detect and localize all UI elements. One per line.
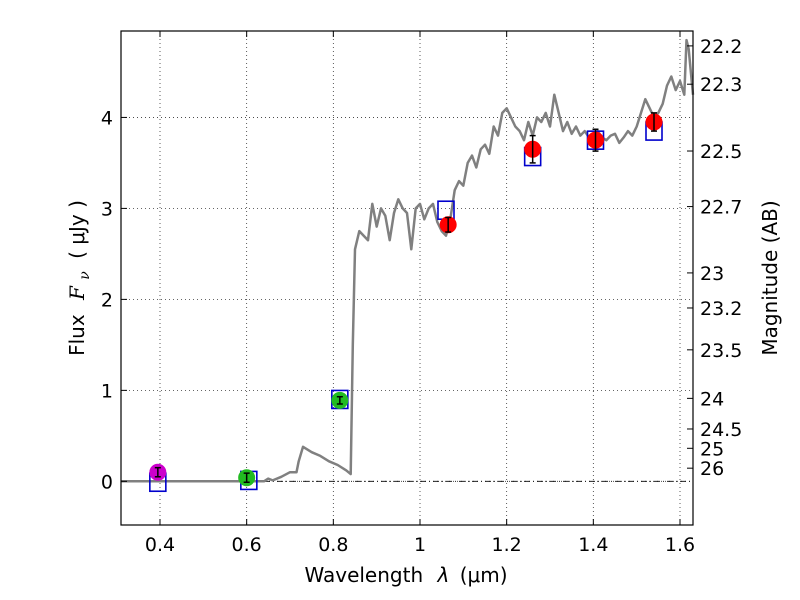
plot-frame (120, 30, 694, 526)
y2-tick-label: 24.5 (700, 419, 742, 441)
model-photometry-layer (149, 121, 663, 493)
x-tick-label: 1.2 (492, 534, 522, 556)
y2-tick-label: 22.3 (700, 74, 742, 96)
y2-tick-label: 23.2 (700, 298, 742, 320)
y-axis-label-text: Flux (65, 314, 89, 356)
y-axis-label-symbol: F (65, 285, 89, 301)
y2-tick-label: 23 (700, 263, 724, 285)
y2-tick-label: 22.7 (700, 197, 742, 219)
observed-photometry-layer (149, 112, 663, 487)
x-tick-label: 0.8 (318, 534, 348, 556)
y2-tick-label: 24 (700, 388, 724, 410)
grid-layer (121, 31, 693, 525)
model-spectrum-line (121, 38, 695, 483)
y-tick-label: 3 (101, 198, 113, 220)
y2-axis-label: Magnitude (AB) (758, 200, 782, 355)
y-tick-label: 0 (101, 471, 113, 493)
x-axis-label-text: Wavelength (304, 563, 423, 587)
y2-tick-label: 23.5 (700, 340, 742, 362)
x-axis-label: Wavelength λ (μm) (304, 563, 507, 587)
y2-tick-label: 25 (700, 438, 724, 460)
x-axis-label-symbol: λ (437, 563, 450, 587)
x-tick-label: 0.4 (145, 534, 175, 556)
x-tick-label: 1.6 (665, 534, 695, 556)
y2-tick-label: 26 (700, 458, 724, 480)
x-tick-label: 0.6 (232, 534, 262, 556)
x-axis-label-unit: (μm) (460, 563, 508, 587)
y2-tick-label: 22.5 (700, 141, 742, 163)
model-spectrum-layer (121, 38, 695, 483)
y2-tick-label: 22.2 (700, 36, 742, 58)
y-axis-label-unit: ( μJy ) (65, 200, 89, 259)
y-axis-label: Flux F ν ( μJy ) (65, 200, 94, 356)
x-tick-label: 1 (414, 534, 426, 556)
y-tick-label: 1 (101, 380, 113, 402)
y-axis-label-subscript: ν (77, 271, 93, 280)
x-tick-label: 1.4 (578, 534, 608, 556)
y-tick-label: 2 (101, 289, 113, 311)
tick-layer: 0.4 0.6 0.8 1 1.2 1.4 1.60123422.222.322.522.7… (101, 31, 742, 556)
y-tick-label: 4 (101, 107, 113, 129)
